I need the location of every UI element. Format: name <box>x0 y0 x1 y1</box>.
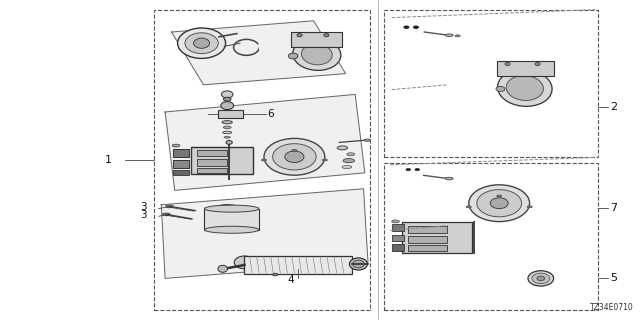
Ellipse shape <box>324 34 329 37</box>
Ellipse shape <box>528 271 554 286</box>
Bar <box>392 244 404 251</box>
Bar <box>244 256 352 274</box>
Ellipse shape <box>292 149 297 151</box>
Bar <box>204 209 259 230</box>
Ellipse shape <box>496 86 505 92</box>
Ellipse shape <box>445 177 453 180</box>
Bar <box>197 168 227 173</box>
Ellipse shape <box>193 38 210 48</box>
Ellipse shape <box>234 256 255 269</box>
Ellipse shape <box>221 91 233 98</box>
Ellipse shape <box>264 139 325 175</box>
Ellipse shape <box>406 168 411 171</box>
Ellipse shape <box>285 151 304 163</box>
Bar <box>497 61 554 76</box>
Ellipse shape <box>166 205 173 208</box>
Text: 5: 5 <box>610 273 617 284</box>
Ellipse shape <box>455 35 460 37</box>
Bar <box>392 235 404 241</box>
Ellipse shape <box>205 205 259 212</box>
Ellipse shape <box>178 28 226 59</box>
Polygon shape <box>161 189 368 278</box>
Ellipse shape <box>223 126 231 129</box>
Ellipse shape <box>297 34 302 37</box>
Ellipse shape <box>172 144 180 147</box>
Ellipse shape <box>347 153 355 156</box>
Ellipse shape <box>353 260 364 268</box>
Text: 2: 2 <box>610 102 617 112</box>
Bar <box>218 110 243 118</box>
Ellipse shape <box>218 265 228 272</box>
Text: 6: 6 <box>268 109 274 119</box>
Ellipse shape <box>223 131 232 134</box>
Bar <box>392 224 404 231</box>
Bar <box>384 10 598 157</box>
Ellipse shape <box>292 38 341 70</box>
Ellipse shape <box>490 198 508 209</box>
Ellipse shape <box>466 206 471 208</box>
Bar <box>173 160 189 168</box>
Ellipse shape <box>532 273 550 284</box>
Bar <box>384 163 598 310</box>
Ellipse shape <box>212 208 243 227</box>
Ellipse shape <box>506 76 543 100</box>
Ellipse shape <box>323 159 328 161</box>
Bar <box>408 245 447 251</box>
Bar <box>291 32 342 47</box>
Text: 1: 1 <box>105 155 112 165</box>
Ellipse shape <box>364 139 371 141</box>
Ellipse shape <box>445 34 453 36</box>
Bar <box>173 149 189 157</box>
Ellipse shape <box>404 26 409 28</box>
Ellipse shape <box>349 258 367 270</box>
Text: 7: 7 <box>610 203 617 213</box>
Ellipse shape <box>223 97 231 101</box>
Ellipse shape <box>477 189 522 217</box>
Ellipse shape <box>222 121 232 124</box>
Text: TZ34E0710: TZ34E0710 <box>590 303 634 312</box>
Bar <box>408 236 447 243</box>
Ellipse shape <box>301 44 332 65</box>
Ellipse shape <box>537 276 545 281</box>
Ellipse shape <box>224 136 230 138</box>
Bar <box>197 150 227 156</box>
Polygon shape <box>165 94 365 190</box>
Ellipse shape <box>273 144 316 170</box>
Ellipse shape <box>288 53 298 59</box>
Ellipse shape <box>392 220 399 223</box>
Ellipse shape <box>469 185 530 222</box>
Text: 3: 3 <box>141 210 147 220</box>
Ellipse shape <box>505 62 510 66</box>
Ellipse shape <box>221 102 234 110</box>
Ellipse shape <box>535 62 540 66</box>
Polygon shape <box>172 21 346 85</box>
Ellipse shape <box>226 140 232 144</box>
Text: 3: 3 <box>141 202 147 212</box>
Ellipse shape <box>185 33 218 53</box>
Ellipse shape <box>261 159 266 161</box>
Bar <box>154 10 370 310</box>
Bar <box>408 226 447 233</box>
Ellipse shape <box>273 273 278 276</box>
Ellipse shape <box>527 206 532 208</box>
Ellipse shape <box>205 205 249 230</box>
Ellipse shape <box>343 158 355 163</box>
Bar <box>173 170 189 175</box>
Ellipse shape <box>337 146 348 150</box>
Ellipse shape <box>497 195 502 197</box>
Ellipse shape <box>342 165 352 169</box>
Ellipse shape <box>205 226 259 233</box>
Ellipse shape <box>497 70 552 106</box>
Bar <box>191 147 253 174</box>
Bar <box>402 222 472 253</box>
Ellipse shape <box>413 26 419 28</box>
Text: 4: 4 <box>288 275 294 285</box>
Ellipse shape <box>163 213 170 216</box>
Bar <box>197 159 227 166</box>
Ellipse shape <box>221 214 234 221</box>
Ellipse shape <box>415 168 420 171</box>
